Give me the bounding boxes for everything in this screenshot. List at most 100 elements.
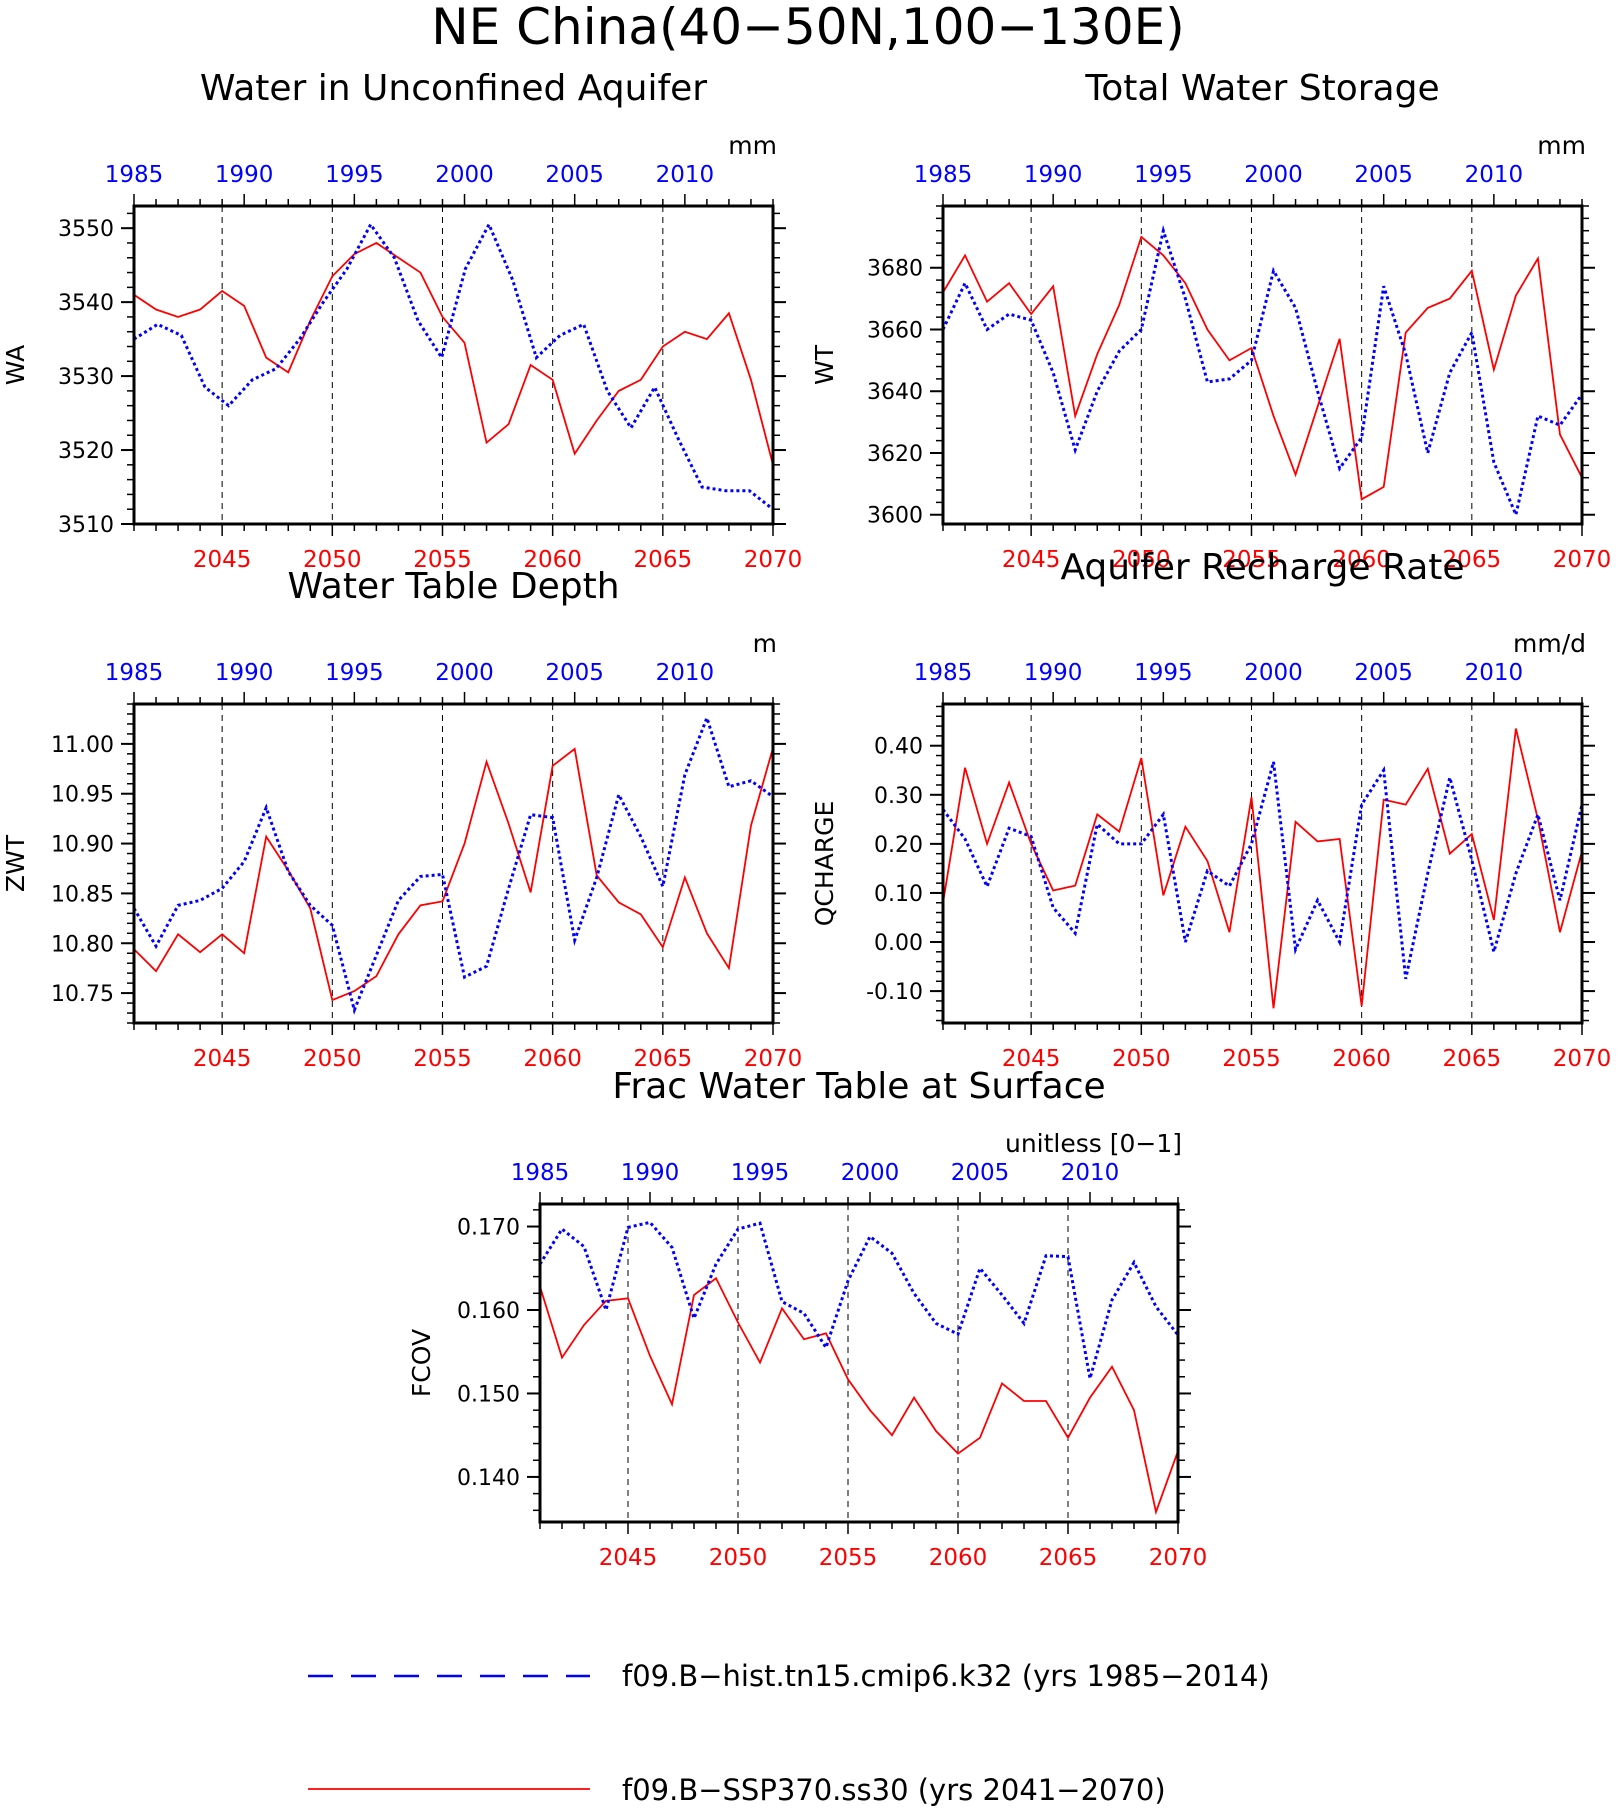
top-tick-label: 1995 <box>325 162 384 188</box>
bottom-tick-label: 2055 <box>413 547 472 573</box>
top-tick-label: 1995 <box>731 1160 790 1186</box>
y-tick-label: 0.140 <box>457 1466 520 1491</box>
legend: f09.B−hist.tn15.cmip6.k32 (yrs 1985−2014… <box>308 1659 1270 1807</box>
bottom-tick-label: 2070 <box>1149 1545 1208 1571</box>
y-axis-label: QCHARGE <box>810 801 839 927</box>
top-tick-label: 2000 <box>435 660 494 686</box>
y-tick-label: 3640 <box>867 380 923 405</box>
bottom-tick-label: 2055 <box>1222 547 1281 573</box>
plot-frame <box>941 204 1584 526</box>
top-tick-label: 2000 <box>1244 660 1303 686</box>
panel-wt: Total Water Storage mm WT 2045 2050 2055 2060 2… <box>810 68 1611 573</box>
y-tick-label: 0.30 <box>874 784 923 809</box>
top-tick-label: 2005 <box>545 162 604 188</box>
bottom-tick-label: 2045 <box>1002 1046 1061 1072</box>
top-tick-label: 2000 <box>435 162 494 188</box>
bottom-tick-label: 2050 <box>303 547 362 573</box>
units-label: mm <box>1537 131 1586 160</box>
bottom-tick-label: 2055 <box>1222 1046 1281 1072</box>
bottom-tick-label: 2065 <box>634 1046 693 1072</box>
series-line-future <box>134 747 773 1002</box>
bottom-tick-label: 2060 <box>523 547 582 573</box>
bottom-tick-label: 2050 <box>303 1046 362 1072</box>
top-tick-label: 2005 <box>545 660 604 686</box>
panel-title: Total Water Storage <box>1084 68 1439 109</box>
bottom-tick-label: 2065 <box>1039 1545 1098 1571</box>
y-tick-label: -0.10 <box>866 980 923 1005</box>
top-tick-label: 2005 <box>1354 660 1413 686</box>
top-tick-label: 2000 <box>841 1160 900 1186</box>
y-tick-label: 0.00 <box>874 931 923 956</box>
series-line-future <box>134 241 773 466</box>
top-tick-label: 1995 <box>325 660 384 686</box>
y-axis-label: ZWT <box>1 834 30 892</box>
bottom-tick-label: 2070 <box>744 1046 803 1072</box>
top-tick-label: 1995 <box>1134 660 1193 686</box>
bottom-tick-label: 2045 <box>1002 547 1061 573</box>
bottom-tick-label: 2060 <box>1332 547 1391 573</box>
top-tick-label: 2000 <box>1244 162 1303 188</box>
panel-qcharge: Aquifer Recharge Rate mm/d QCHARGE 2045 2050… <box>810 547 1611 1072</box>
top-tick-label: 1985 <box>914 162 973 188</box>
y-tick-label: 0.170 <box>457 1216 520 1241</box>
y-tick-label: 10.85 <box>51 882 114 907</box>
top-tick-label: 1985 <box>914 660 973 686</box>
top-tick-label: 2010 <box>656 660 715 686</box>
top-tick-label: 1990 <box>1024 660 1083 686</box>
bottom-tick-label: 2065 <box>634 547 693 573</box>
bottom-tick-label: 2070 <box>1553 1046 1612 1072</box>
series-line-hist <box>134 221 773 511</box>
bottom-tick-label: 2060 <box>1332 1046 1391 1072</box>
units-label: mm <box>728 131 777 160</box>
series-line-future <box>943 728 1582 1009</box>
y-tick-label: 0.160 <box>457 1299 520 1324</box>
top-tick-label: 2010 <box>1465 660 1524 686</box>
bottom-tick-label: 2060 <box>929 1545 988 1571</box>
y-tick-label: 0.150 <box>457 1382 520 1407</box>
bottom-tick-label: 2070 <box>744 547 803 573</box>
top-tick-label: 1990 <box>215 162 274 188</box>
y-tick-label: 0.10 <box>874 882 923 907</box>
bottom-tick-label: 2060 <box>523 1046 582 1072</box>
y-tick-label: 10.90 <box>51 833 114 858</box>
units-label: unitless [0−1] <box>1005 1129 1182 1158</box>
y-tick-label: 3660 <box>867 318 923 343</box>
panel-title: Water in Unconfined Aquifer <box>200 68 707 109</box>
bottom-tick-label: 2070 <box>1553 547 1612 573</box>
plot-frame <box>132 702 775 1025</box>
units-label: mm/d <box>1513 629 1586 658</box>
top-tick-label: 1990 <box>215 660 274 686</box>
legend-label-hist: f09.B−hist.tn15.cmip6.k32 (yrs 1985−2014… <box>622 1659 1270 1693</box>
plot-frame <box>538 1202 1180 1524</box>
bottom-tick-label: 2045 <box>599 1545 658 1571</box>
legend-label-future: f09.B−SSP370.ss30 (yrs 2041−2070) <box>622 1773 1166 1807</box>
panel-zwt: Water Table Depth m ZWT 2045 2050 2055 2060 206… <box>1 566 802 1072</box>
top-tick-label: 1995 <box>1134 162 1193 188</box>
series-line-future <box>943 235 1582 501</box>
panel-title: Water Table Depth <box>287 566 619 607</box>
units-label: m <box>753 629 777 658</box>
figure-title: NE China(40−50N,100−130E) <box>431 0 1185 56</box>
plot-frame <box>132 204 775 526</box>
bottom-tick-label: 2050 <box>1112 547 1171 573</box>
y-tick-label: 3550 <box>58 217 114 242</box>
y-tick-label: 10.75 <box>51 982 114 1007</box>
panel-wa: Water in Unconfined Aquifer mm WA 2045 2050 2… <box>1 68 802 573</box>
series-line-future <box>540 1276 1178 1516</box>
plot-frame <box>941 702 1584 1025</box>
panel-title: Frac Water Table at Surface <box>612 1066 1105 1107</box>
top-tick-label: 2010 <box>1465 162 1524 188</box>
top-tick-label: 1990 <box>1024 162 1083 188</box>
series-line-hist <box>540 1220 1178 1379</box>
bottom-tick-label: 2045 <box>193 1046 252 1072</box>
y-tick-label: 11.00 <box>51 733 114 758</box>
top-tick-label: 2005 <box>951 1160 1010 1186</box>
top-tick-label: 1990 <box>621 1160 680 1186</box>
y-axis-label: WA <box>1 345 30 385</box>
y-tick-label: 3680 <box>867 257 923 282</box>
y-tick-label: 0.40 <box>874 735 923 760</box>
bottom-tick-label: 2045 <box>193 547 252 573</box>
y-tick-label: 10.95 <box>51 783 114 808</box>
series-line-hist <box>943 225 1582 520</box>
